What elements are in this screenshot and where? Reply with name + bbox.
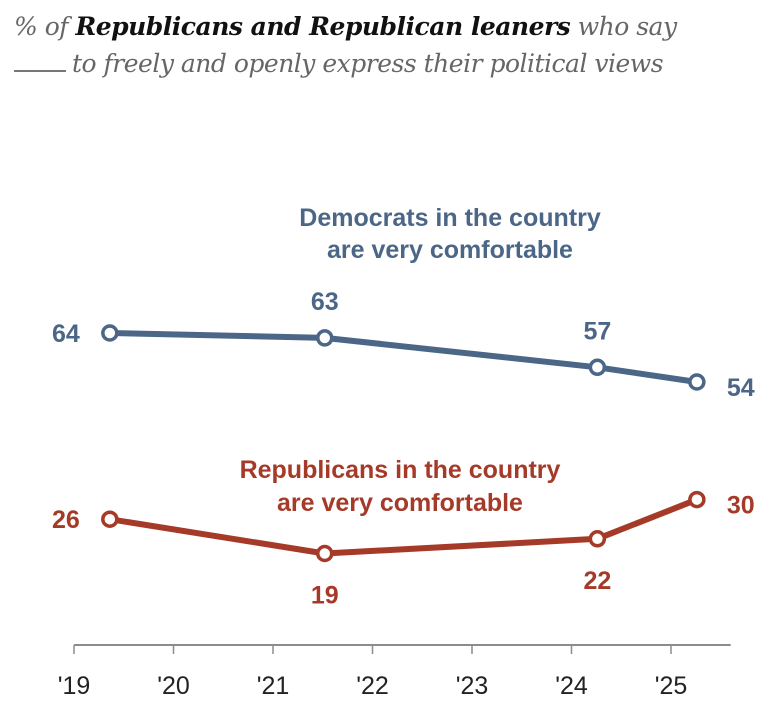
series-label: Democrats in the country <box>299 204 601 232</box>
series-label: are very comfortable <box>327 236 573 264</box>
x-tick-label: '22 <box>356 672 389 700</box>
series-label: are very comfortable <box>277 489 523 517</box>
x-tick-label: '24 <box>555 672 588 700</box>
x-tick-label: '25 <box>655 672 688 700</box>
data-point <box>101 510 119 528</box>
data-label: 22 <box>583 567 611 595</box>
data-point <box>588 358 607 377</box>
data-label: 54 <box>727 374 755 402</box>
title-bold: Republicans and Republican leaners <box>75 12 571 41</box>
data-label: 30 <box>727 492 755 520</box>
data-label: 19 <box>311 582 339 610</box>
title-line2: to freely and openly express their polit… <box>72 49 664 78</box>
data-point <box>315 329 334 347</box>
data-point <box>688 373 706 391</box>
data-point <box>688 490 706 509</box>
data-point <box>315 544 334 563</box>
data-label: 26 <box>52 506 80 534</box>
data-point <box>101 324 119 342</box>
data-label: 64 <box>52 320 80 348</box>
chart-title: % of Republicans and Republican leaners … <box>14 8 774 82</box>
series-line <box>109 330 698 385</box>
series-label: Republicans in the country <box>240 456 561 484</box>
title-suffix: who say <box>577 12 677 41</box>
title-prefix: % of <box>14 12 69 41</box>
data-label: 63 <box>311 288 339 316</box>
series-line <box>109 496 698 557</box>
x-tick-label: '20 <box>157 672 190 700</box>
data-point <box>588 530 607 548</box>
data-label: 57 <box>583 317 611 345</box>
x-tick-label: '21 <box>257 672 290 700</box>
x-tick-label: '19 <box>58 672 91 700</box>
x-tick-label: '23 <box>456 672 489 700</box>
title-blank <box>14 48 66 72</box>
